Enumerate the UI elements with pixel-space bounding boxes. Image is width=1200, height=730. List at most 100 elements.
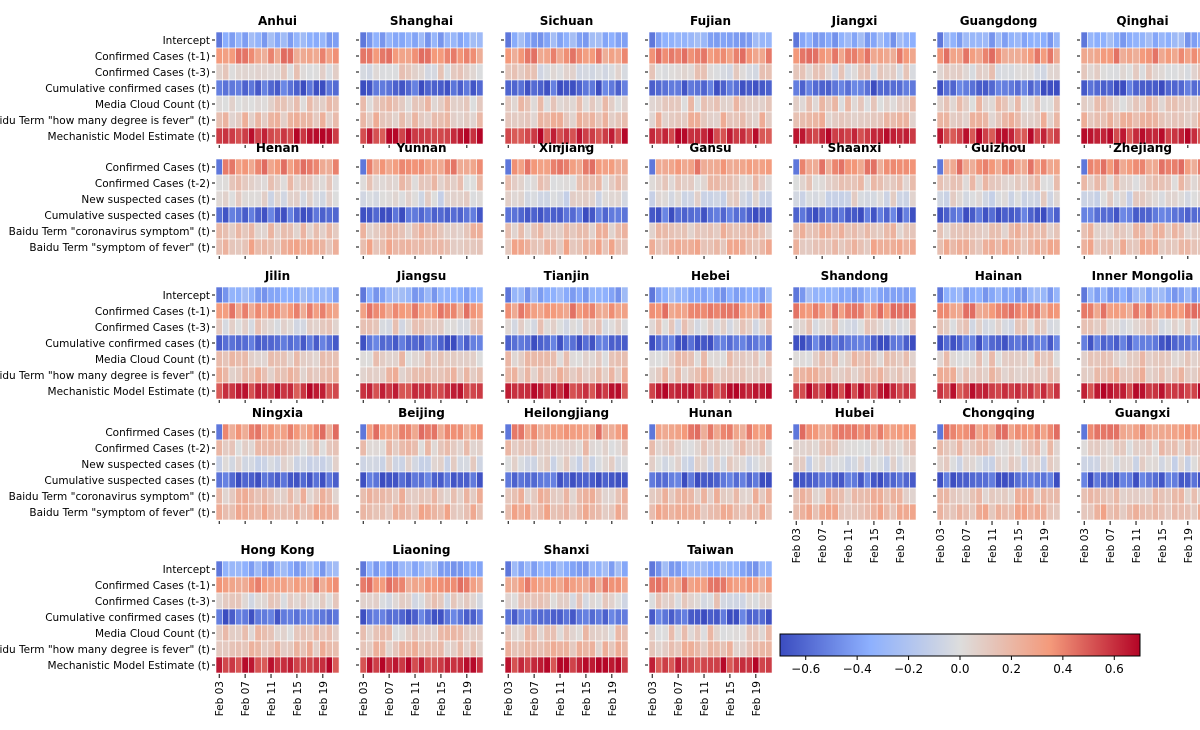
heatmap-cell	[870, 79, 878, 97]
heatmap-cell	[588, 47, 596, 65]
heatmap-cell	[248, 174, 256, 192]
heatmap-cell	[902, 174, 910, 192]
heatmap-cell	[524, 127, 532, 145]
heatmap-cell	[575, 318, 584, 336]
heatmap-cell	[896, 471, 904, 489]
heatmap-cell	[687, 31, 695, 49]
heatmap-cell	[648, 503, 656, 521]
heatmap-cell	[608, 560, 616, 578]
heatmap-cell	[857, 31, 865, 49]
row-label: Confirmed Cases (t)	[105, 427, 210, 439]
heatmap-cell	[582, 95, 590, 113]
heatmap-cell	[883, 31, 891, 49]
heatmap-cell	[1020, 63, 1028, 81]
heatmap-cell	[962, 439, 970, 457]
heatmap-cell	[280, 455, 288, 473]
heatmap-cell	[1138, 350, 1147, 368]
heatmap-cell	[825, 503, 833, 521]
heatmap-cell	[450, 382, 458, 400]
heatmap-cell	[681, 302, 689, 320]
heatmap-cell	[752, 455, 760, 473]
heatmap-cell	[681, 174, 689, 192]
heatmap-cell	[254, 47, 262, 65]
heatmap-cell	[1190, 31, 1198, 49]
heatmap-cell	[902, 318, 910, 336]
heatmap-cell	[1020, 158, 1028, 176]
heatmap-cell	[844, 286, 852, 304]
heatmap-cell	[215, 640, 223, 658]
heatmap-cell	[1087, 487, 1095, 505]
heatmap-cell	[969, 503, 977, 521]
heatmap-cell	[582, 47, 590, 65]
heatmap-cell	[476, 63, 484, 81]
heatmap-cell	[1007, 238, 1016, 256]
heatmap-cell	[293, 334, 301, 352]
heatmap-cell	[765, 624, 773, 642]
heatmap-cell	[430, 222, 439, 240]
heatmap-cell	[299, 471, 307, 489]
heatmap-cell	[805, 158, 813, 176]
panel-title: Guangxi	[1115, 406, 1170, 420]
heatmap-cell	[359, 174, 367, 192]
row-label: Mechanistic Model Estimate (t)	[48, 660, 210, 672]
heatmap-cell	[430, 286, 439, 304]
colorbar	[779, 633, 1141, 657]
heatmap-cell	[398, 190, 406, 208]
heatmap-cell	[949, 222, 957, 240]
heatmap-cell	[758, 592, 766, 610]
heatmap-cell	[825, 366, 833, 384]
heatmap-cell	[1046, 487, 1054, 505]
heatmap-cell	[469, 656, 477, 674]
heatmap-cell	[504, 382, 512, 400]
heatmap-cell	[325, 350, 333, 368]
heatmap-cell	[732, 382, 740, 400]
heatmap-cell	[235, 455, 243, 473]
heatmap-cell	[417, 222, 426, 240]
heatmap-cell	[215, 487, 223, 505]
heatmap-cell	[614, 302, 622, 320]
heatmap-cell	[1007, 423, 1016, 441]
heatmap-cell	[582, 206, 590, 224]
heatmap-cell	[674, 640, 682, 658]
heatmap-cell	[379, 439, 387, 457]
heatmap-cell	[818, 439, 826, 457]
heatmap-cell	[556, 79, 564, 97]
x-tick-label: Feb 11	[699, 681, 711, 716]
heatmap-cell	[228, 608, 236, 626]
heatmap-cell	[732, 206, 740, 224]
heatmap-cell	[818, 487, 826, 505]
heatmap-cell	[476, 31, 484, 49]
heatmap-cell	[463, 158, 471, 176]
heatmap-cell	[726, 238, 734, 256]
heatmap-cell	[398, 471, 406, 489]
heatmap-cell	[765, 382, 773, 400]
heatmap-cell	[228, 487, 236, 505]
heatmap-cell	[319, 624, 327, 642]
heatmap-cell	[299, 174, 307, 192]
heatmap-cell	[267, 190, 275, 208]
heatmap-cell	[511, 190, 519, 208]
heatmap-cell	[909, 47, 917, 65]
heatmap-cell	[372, 592, 380, 610]
heatmap-cell	[550, 576, 558, 594]
heatmap-cell	[1080, 366, 1088, 384]
heatmap-cell	[306, 640, 314, 658]
heatmap-cell	[896, 63, 904, 81]
heatmap-cell	[1106, 302, 1114, 320]
heatmap-cell	[537, 382, 545, 400]
heatmap-cell	[994, 111, 1003, 129]
heatmap-cell	[1080, 31, 1088, 49]
heatmap-cell	[719, 640, 728, 658]
heatmap-cell	[956, 79, 964, 97]
heatmap-cell	[765, 318, 773, 336]
heatmap-cell	[1001, 174, 1009, 192]
heatmap-cell	[674, 382, 682, 400]
heatmap-cell	[280, 174, 288, 192]
heatmap-panel	[648, 31, 773, 145]
heatmap-cell	[215, 608, 223, 626]
heatmap-cell	[1190, 302, 1198, 320]
row-label: Confirmed Cases (t-1)	[95, 51, 210, 63]
heatmap-cell	[1100, 382, 1108, 400]
heatmap-cell	[1027, 190, 1035, 208]
heatmap-cell	[870, 302, 878, 320]
